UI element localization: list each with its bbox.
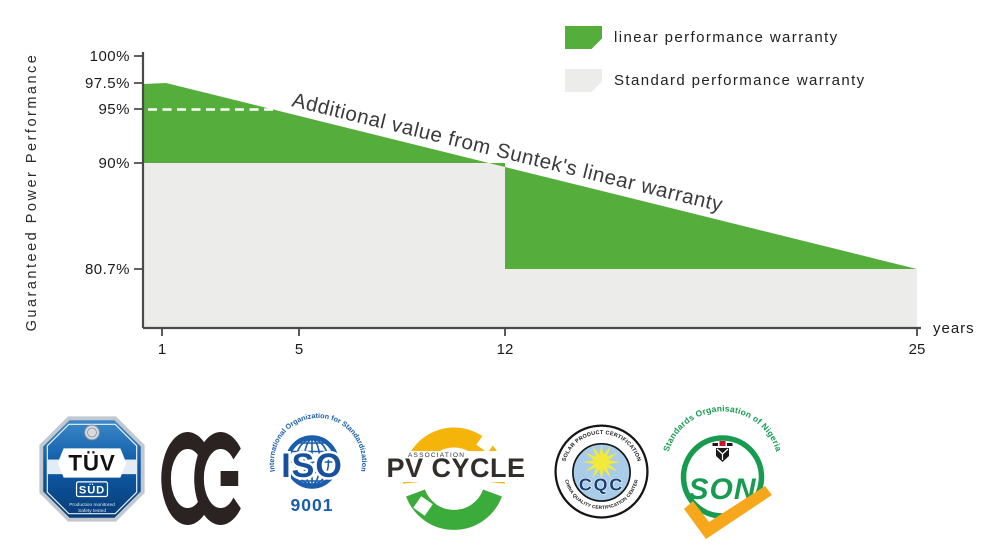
xtick-12: 12 xyxy=(497,341,514,358)
tuv-emblem-inner xyxy=(87,427,97,438)
son-checkmark-icon xyxy=(684,486,772,539)
ytick-95: 95% xyxy=(98,101,130,118)
cqc-logo: CQC SOLAR PRODUCT CERTIFICATION CHINA QU… xyxy=(554,424,649,519)
ytick-90: 90% xyxy=(98,155,130,172)
x-axis-ticks xyxy=(161,328,918,336)
ce-mark-logo xyxy=(161,432,241,525)
linear-warranty-area xyxy=(143,83,917,269)
legend-swatch-standard xyxy=(565,69,602,92)
pvcycle-notch-bottom xyxy=(413,496,433,516)
tuv-center-panel xyxy=(57,448,127,478)
iso-globe-grid xyxy=(289,439,335,485)
iso-main-text: ISO xyxy=(281,447,343,485)
iso-9001-logo: International Organization for Standardi… xyxy=(267,411,369,515)
ytick-100: 100% xyxy=(90,48,130,65)
pv-cycle-logo: ASSOCIATION PV CYCLE xyxy=(383,427,531,530)
legend-label-standard: Standard performance warranty xyxy=(614,72,866,89)
standard-warranty-area xyxy=(143,163,917,327)
tuv-small-line1: Production monitored xyxy=(69,502,115,508)
x-axis-title: years xyxy=(933,320,975,337)
nigeria-coat-of-arms-icon xyxy=(712,441,733,462)
son-logo: Standards Organisation of Nigeria SON xyxy=(661,403,784,539)
xtick-25: 25 xyxy=(909,341,926,358)
iso-sub-text: 9001 xyxy=(291,495,334,515)
ytick-97-5: 97.5% xyxy=(85,75,130,92)
y-axis-ticks xyxy=(134,55,143,270)
pvcycle-association-text: ASSOCIATION xyxy=(408,452,465,459)
legend-item-standard: Standard performance warranty xyxy=(565,69,866,92)
ce-letter-e-arc xyxy=(194,432,241,525)
cqc-sun-icon xyxy=(582,444,621,481)
ytick-80-7: 80.7% xyxy=(85,261,130,278)
y-axis-title: Guaranteed Power Performance xyxy=(24,53,40,332)
tuv-sud-logo: TÜV SÜD Production monitored Safety test… xyxy=(39,416,145,522)
chart-legend: linear performance warranty Standard per… xyxy=(565,26,866,112)
xtick-5: 5 xyxy=(295,341,303,358)
tuv-main-text: TÜV xyxy=(68,451,115,476)
legend-label-linear: linear performance warranty xyxy=(614,29,839,46)
tuv-sud-box xyxy=(75,481,109,498)
cqc-main-text: CQC xyxy=(579,474,624,494)
pvcycle-notch-top xyxy=(476,433,496,453)
legend-item-linear: linear performance warranty xyxy=(565,26,866,49)
tuv-small-line2: Safety tested xyxy=(78,508,106,514)
xtick-1: 1 xyxy=(158,341,166,358)
ce-letter-c xyxy=(161,432,208,525)
legend-swatch-linear xyxy=(565,26,602,49)
pvcycle-main-text: PV CYCLE xyxy=(386,453,525,483)
pvcycle-band xyxy=(383,451,531,482)
tuv-emblem-icon xyxy=(84,424,100,441)
warranty-chart: 100% 97.5% 95% 90% 80.7% 1 5 12 25 years… xyxy=(24,48,975,358)
tuv-sub-text: SÜD xyxy=(79,483,105,496)
